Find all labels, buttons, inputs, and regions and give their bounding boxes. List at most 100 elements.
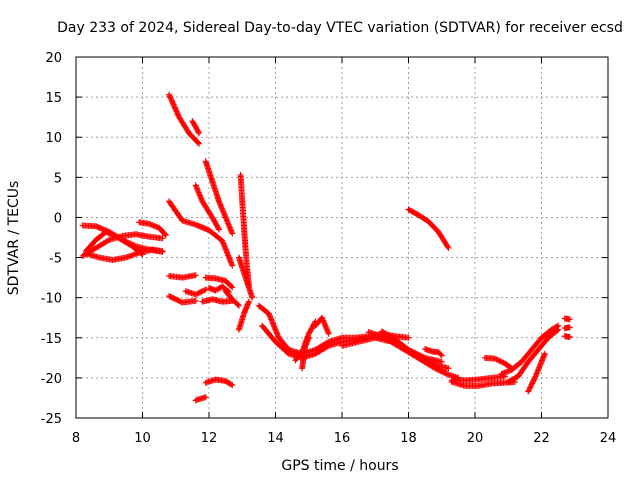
point-trail [239,199,247,227]
series-arc22 [222,288,242,309]
point-trail [242,248,251,272]
point-trail [532,360,544,380]
point-trail [223,289,235,302]
x-tick-label: 18 [400,431,417,446]
point-trail [111,254,128,263]
point-trail [209,179,222,203]
point-trail [509,359,524,372]
point-trail [526,348,541,364]
series-arc1 [79,231,166,259]
point-trail [180,298,198,306]
point-trail [406,347,424,361]
point-trail [214,275,228,284]
point-trail [81,222,98,230]
chart-title: Day 233 of 2024, Sidereal Day-to-day VTE… [57,20,623,36]
series-arc11 [166,272,199,281]
point-trail [117,236,135,249]
x-tick-label: 20 [467,431,484,446]
series-arc27 [312,314,332,337]
point-trail [137,219,151,227]
point-trail [416,212,431,224]
point-trail [244,268,252,288]
point-trail [433,362,450,371]
point-trail [236,255,249,280]
point-trail [546,327,561,340]
series-arc40 [561,324,573,332]
point-trail [525,376,538,394]
point-trail [327,339,344,349]
series-arc39 [561,315,573,323]
y-tick-label: -20 [41,372,62,387]
point-trail [180,218,198,228]
series-arc20 [235,298,252,333]
point-trail [193,183,205,203]
y-tick-label: 15 [45,91,62,106]
y-tick-label: -10 [41,292,62,307]
point-trail [357,335,377,345]
point-trail [380,333,397,347]
point-trail [313,339,331,353]
point-trail [539,327,554,340]
data-point [166,293,173,300]
y-tick-label: 20 [45,51,62,66]
point-trail [207,228,225,243]
y-axis-label: SDTVAR / TECUs [6,181,22,296]
series-arc38 [525,350,548,395]
point-trail [536,335,551,352]
point-trail [214,376,228,384]
series-arc21 [235,254,256,301]
point-trail [367,329,384,339]
point-trail [423,346,434,354]
point-trail [483,354,497,362]
point-trail [236,312,247,332]
series-arc30 [378,328,452,372]
series-arc8 [189,118,203,137]
point-trail [157,225,168,238]
point-trail [210,215,222,232]
series-arc36 [498,322,562,377]
x-axis-label: GPS time / hours [281,458,398,474]
series-arc14 [202,274,236,291]
point-trail [276,335,291,352]
point-trail [436,350,444,358]
point-trail [519,348,534,364]
point-trail [506,373,520,385]
point-trail [176,115,192,135]
point-trail [426,219,441,234]
point-trail [219,239,235,268]
series-arc10 [192,182,222,233]
series-arc6 [166,198,236,269]
point-trail [187,131,202,146]
y-tick-label: 10 [45,131,62,146]
point-trail [302,336,312,348]
x-tick-label: 16 [334,431,351,446]
point-trail [293,350,305,363]
series-arc7 [166,91,203,147]
x-tick-label: 22 [533,431,550,446]
y-tick-label: -25 [41,412,62,427]
point-trail [420,355,437,368]
point-trail [97,254,115,263]
series-arc4 [82,228,146,258]
point-trail [549,323,560,332]
point-trail [147,233,164,242]
point-trail [380,329,397,342]
x-tick-label: 8 [72,431,80,446]
point-trail [299,344,309,370]
point-trail [393,337,411,352]
point-trail [319,316,332,336]
point-trail [130,244,145,257]
point-trail [241,300,252,316]
point-trail [94,237,111,251]
point-trail [256,303,271,316]
point-trail [223,378,234,388]
point-trail [446,372,460,381]
data-points [79,91,573,404]
data-point [525,388,532,395]
point-trail [147,246,164,255]
axis-ticks: 8 10 12 14 16 18 20 22 24 20 15 10 5 0 -5 -10 -15 -20 -25 [41,51,617,446]
series-arc17 [192,394,209,404]
point-trail [266,312,282,340]
y-tick-label: -5 [49,252,62,267]
point-trail [313,343,331,357]
